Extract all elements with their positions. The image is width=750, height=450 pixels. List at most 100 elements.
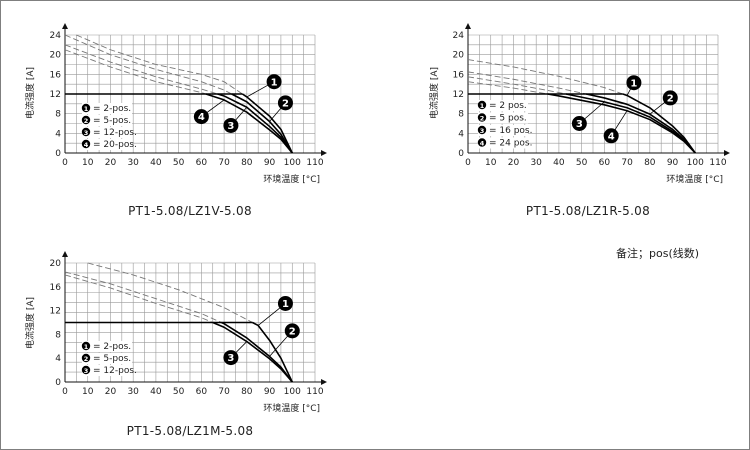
legend-number: 2 <box>480 114 485 122</box>
legend-label: = 2-pos. <box>93 104 131 114</box>
callout-badge <box>626 75 642 91</box>
y-tick-label: 12 <box>50 90 61 100</box>
x-tick-label: 40 <box>553 158 565 168</box>
x-tick-label: 110 <box>709 158 726 168</box>
y-tick-label: 24 <box>50 31 62 41</box>
x-tick-label: 50 <box>576 158 588 168</box>
callout-number: 3 <box>227 353 234 364</box>
legend-number: 4 <box>84 141 89 149</box>
x-tick-label: 60 <box>599 158 611 168</box>
legend-number: 2 <box>84 355 89 363</box>
x-axis-label: 环境温度 [°C] <box>263 173 320 185</box>
series-line-dashed <box>64 49 207 95</box>
series-line-dashed <box>467 59 623 95</box>
series-line <box>241 93 293 154</box>
legend-badge <box>81 139 91 149</box>
legend-bg <box>478 112 528 124</box>
y-axis-arrow <box>465 23 471 29</box>
series-line-dashed <box>64 274 213 323</box>
callout-badge <box>603 128 619 144</box>
x-tick-label: 110 <box>306 158 323 168</box>
y-axis-label: 电流强度 [A] <box>24 67 36 119</box>
series-line-dashed <box>467 81 548 95</box>
legend-badge <box>81 115 91 125</box>
legend-label: = 5-pos. <box>93 116 131 126</box>
callout-badge <box>223 117 239 133</box>
legend-badge <box>81 353 91 363</box>
x-axis-arrow <box>724 150 730 156</box>
legend-bg <box>478 125 528 136</box>
series-line-dashed <box>467 76 567 95</box>
series-line-dashed <box>467 71 587 95</box>
series-line <box>622 93 696 154</box>
x-tick-label: 100 <box>284 387 301 397</box>
legend-number: 3 <box>480 127 485 135</box>
x-tick-label: 50 <box>173 158 185 168</box>
x-tick-label: 90 <box>264 158 276 168</box>
legend-label: = 5 pos. <box>489 114 527 124</box>
legend: 1 = 2-pos. 2 = 5-pos. 3 = 12-pos. <box>81 341 137 376</box>
legend-label: = 20-pos. <box>93 140 137 150</box>
chart-caption: PT1-5.08/LZ1R-5.08 <box>526 204 650 218</box>
x-axis-label: 环境温度 [°C] <box>263 402 320 414</box>
series-line <box>221 321 293 383</box>
chart-2: 0 10 20 30 40 50 60 70 80 90 100 11004812162024环境温度… <box>428 23 730 218</box>
legend-badge <box>477 125 487 135</box>
x-tick-label: 80 <box>241 387 253 397</box>
x-tick-label: 80 <box>644 158 656 168</box>
series-line <box>205 93 293 154</box>
y-tick-label: 8 <box>458 110 464 120</box>
x-axis-label: 环境温度 [°C] <box>666 173 723 185</box>
legend-bg <box>82 341 132 352</box>
series-line <box>547 93 696 154</box>
series-line-dashed <box>76 34 243 95</box>
x-tick-label: 60 <box>196 387 208 397</box>
series-line <box>212 321 293 383</box>
x-tick-label: 100 <box>284 158 301 168</box>
callout-number: 2 <box>289 326 296 337</box>
y-tick-label: 24 <box>453 31 465 41</box>
legend-bg <box>82 103 132 114</box>
y-tick-label: 20 <box>50 259 62 269</box>
y-axis-label: 电流强度 [A] <box>24 297 36 349</box>
series-group <box>64 262 293 383</box>
legend: 1 = 2 pos. 2 = 5 pos. 3 = 16 pos. 4 = 24 pos. <box>477 100 532 149</box>
legend-label: = 12-pos. <box>93 366 137 376</box>
chart-caption: PT1-5.08/LZ1M-5.08 <box>127 424 254 438</box>
callout-badge <box>223 350 239 366</box>
chart-caption: PT1-5.08/LZ1V-5.08 <box>128 204 252 218</box>
legend-number: 2 <box>84 117 89 125</box>
legend-badge <box>477 100 487 110</box>
series-group <box>467 59 696 154</box>
x-tick-label: 0 <box>62 387 68 397</box>
x-tick-label: 40 <box>150 158 162 168</box>
y-tick-label: 8 <box>55 110 61 120</box>
y-tick-label: 16 <box>50 283 62 293</box>
x-tick-label: 70 <box>218 158 230 168</box>
legend-label: = 5-pos. <box>93 354 131 364</box>
callout-number: 3 <box>576 119 583 130</box>
y-tick-label: 8 <box>55 330 61 340</box>
y-tick-label: 12 <box>453 90 464 100</box>
x-tick-label: 90 <box>667 158 679 168</box>
legend-label: = 12-pos. <box>93 128 137 138</box>
x-tick-label: 20 <box>105 158 117 168</box>
legend-bg <box>82 139 132 150</box>
legend-badge <box>81 341 91 351</box>
series-line-dashed <box>64 271 222 323</box>
y-tick-label: 20 <box>453 51 465 61</box>
x-tick-label: 30 <box>127 158 139 168</box>
legend-label: = 24 pos. <box>489 139 532 149</box>
x-tick-label: 110 <box>306 387 323 397</box>
x-tick-label: 0 <box>465 158 471 168</box>
callout-badge <box>277 95 293 111</box>
callout-number: 3 <box>227 121 234 132</box>
legend-number: 4 <box>480 139 485 147</box>
x-tick-label: 0 <box>62 158 68 168</box>
callout-number: 4 <box>608 131 615 142</box>
legend-number: 1 <box>84 105 89 113</box>
legend-bg <box>82 127 132 138</box>
x-tick-label: 60 <box>196 158 208 168</box>
footnote: 备注；pos(线数) <box>616 247 700 260</box>
legend-label: = 2-pos. <box>93 342 131 352</box>
